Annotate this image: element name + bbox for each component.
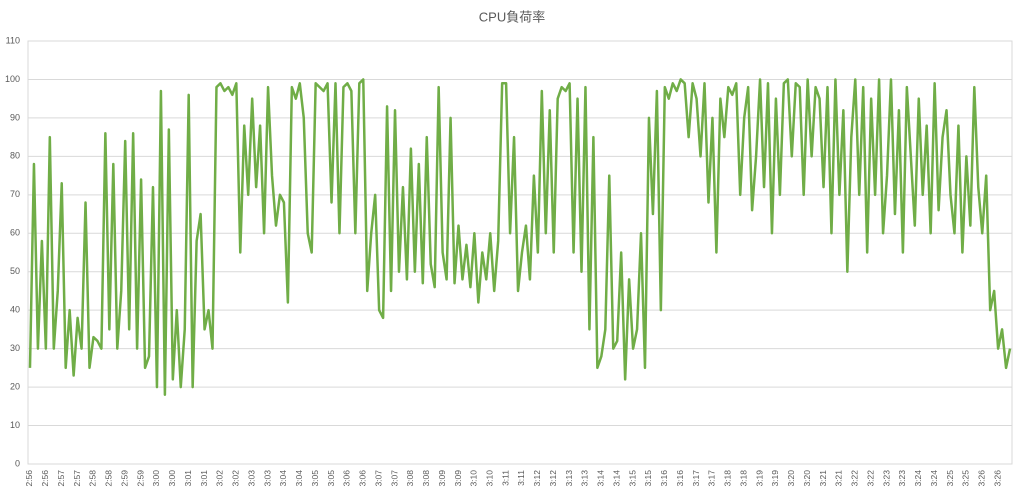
y-tick-label: 70: [10, 189, 20, 199]
x-tick-label: 3:25: [961, 470, 971, 487]
x-tick-label: 3:09: [437, 470, 447, 487]
x-tick-label: 3:05: [310, 470, 320, 487]
y-tick-label: 40: [10, 305, 20, 315]
x-tick-label: 3:11: [516, 470, 526, 486]
x-tick-label: 3:03: [262, 470, 272, 487]
x-tick-label: 3:08: [421, 470, 431, 487]
x-tick-label: 3:23: [897, 470, 907, 487]
x-tick-label: 3:06: [342, 470, 352, 487]
x-tick-label: 3:26: [992, 470, 1002, 487]
x-tick-label: 3:17: [691, 470, 701, 487]
y-tick-label: 110: [6, 35, 20, 45]
x-tick-label: 3:15: [643, 470, 653, 487]
x-tick-label: 3:18: [723, 470, 733, 487]
y-tick-label: 80: [10, 151, 20, 161]
x-tick-label: 3:00: [167, 470, 177, 487]
x-tick-label: 3:14: [611, 470, 621, 487]
x-tick-label: 3:00: [151, 470, 161, 487]
data-line: [28, 78, 1012, 397]
x-tick-label: 3:20: [802, 470, 812, 487]
x-tick-label: 3:15: [627, 470, 637, 487]
x-tick-label: 3:13: [564, 470, 574, 487]
y-tick-label: 100: [5, 74, 20, 84]
y-tick-label: 30: [10, 343, 20, 353]
y-tick-label: 10: [10, 420, 20, 430]
x-tick-label: 3:26: [976, 470, 986, 487]
x-tick-label: 3:04: [294, 470, 304, 487]
x-tick-label: 3:20: [786, 470, 796, 487]
x-tick-label: 3:25: [945, 470, 955, 487]
x-tick-label: 3:02: [231, 470, 241, 487]
x-tick-label: 3:10: [484, 470, 494, 487]
x-tick-label: 3:14: [596, 470, 606, 487]
x-tick-label: 3:03: [246, 470, 256, 487]
x-tick-label: 3:02: [215, 470, 225, 487]
x-tick-label: 3:11: [500, 470, 510, 486]
x-tick-label: 3:16: [675, 470, 685, 487]
x-tick-label: 2:57: [56, 470, 66, 487]
x-tick-label: 3:24: [929, 470, 939, 487]
x-tick-label: 3:07: [373, 470, 383, 487]
x-tick-label: 2:59: [135, 470, 145, 487]
x-tick-label: 3:18: [738, 470, 748, 487]
y-tick-label: 20: [10, 381, 20, 391]
y-tick-label: 60: [10, 228, 20, 238]
y-tick-label: 0: [15, 458, 20, 468]
x-tick-label: 3:09: [453, 470, 463, 487]
x-tick-label: 3:22: [850, 470, 860, 487]
x-tick-label: 3:19: [770, 470, 780, 487]
x-tick-label: 3:12: [548, 470, 558, 487]
x-tick-label: 3:13: [580, 470, 590, 487]
x-tick-label: 3:07: [389, 470, 399, 487]
x-tick-label: 3:08: [405, 470, 415, 487]
x-tick-label: 2:58: [104, 470, 114, 487]
x-tick-label: 3:21: [818, 470, 828, 487]
y-tick-label: 90: [10, 112, 20, 122]
x-tick-label: 2:59: [119, 470, 129, 487]
x-tick-label: 2:56: [24, 470, 34, 487]
x-tick-label: 3:10: [469, 470, 479, 487]
x-tick-label: 3:12: [532, 470, 542, 487]
chart-title: CPU負荷率: [479, 9, 545, 24]
x-tick-label: 3:05: [326, 470, 336, 487]
x-tick-label: 3:17: [707, 470, 717, 487]
x-tick-label: 3:01: [199, 470, 209, 487]
x-tick-label: 3:21: [834, 470, 844, 487]
x-tick-label: 2:56: [40, 470, 50, 487]
x-tick-label: 3:19: [754, 470, 764, 487]
y-tick-label: 50: [10, 266, 20, 276]
x-tick-label: 3:23: [881, 470, 891, 487]
x-tick-label: 3:01: [183, 470, 193, 487]
x-tick-label: 2:57: [72, 470, 82, 487]
x-tick-label: 3:16: [659, 470, 669, 487]
x-tick-label: 3:04: [278, 470, 288, 487]
x-tick-label: 3:22: [865, 470, 875, 487]
x-tick-label: 3:24: [913, 470, 923, 487]
x-tick-label: 3:06: [358, 470, 368, 487]
x-tick-label: 2:58: [88, 470, 98, 487]
